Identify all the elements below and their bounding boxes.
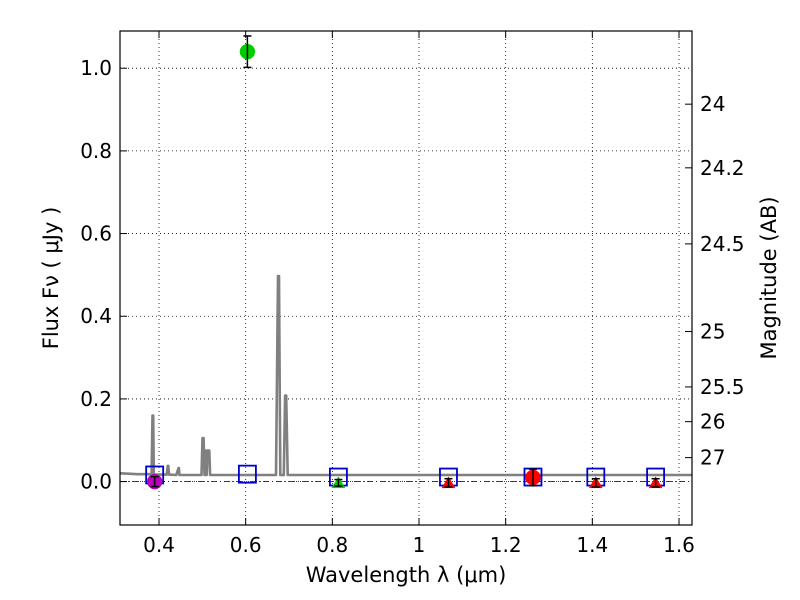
right-axis-title: Magnitude (AB) — [757, 196, 781, 359]
x-tick-label: 0.6 — [230, 533, 262, 557]
tick-layer: 0.4 0.6 0.8 1 1.2 1.4 1.6 0.0 0.2 0.4 0.6 0.8 1.0 24 2… — [80, 31, 745, 557]
x-tick-label: 0.8 — [316, 533, 348, 557]
x-axis-title: Wavelength λ (μm) — [306, 563, 507, 587]
magnitude-tick-label: 25.5 — [700, 375, 745, 399]
y-tick-label: 0.8 — [80, 139, 112, 163]
magnitude-tick-label: 26 — [700, 410, 725, 434]
plot-frame — [119, 30, 693, 526]
magnitude-tick-label: 24 — [700, 92, 725, 116]
y-tick-label: 1.0 — [80, 56, 112, 80]
marker-layer — [145, 35, 665, 490]
magnitude-tick-label: 27 — [700, 446, 725, 470]
spectrum-line — [119, 274, 692, 477]
y-tick-label: 0.4 — [80, 304, 112, 328]
x-tick-label: 0.4 — [143, 533, 175, 557]
y-tick-label: 0.6 — [80, 222, 112, 246]
magnitude-tick-label: 24.2 — [700, 156, 745, 180]
spectrum-layer — [119, 274, 692, 482]
model-flux-square — [237, 464, 257, 484]
x-tick-label: 1 — [413, 533, 426, 557]
x-tick-label: 1.4 — [576, 533, 608, 557]
magnitude-tick-label: 24.5 — [700, 232, 745, 256]
magnitude-tick-label: 25 — [700, 320, 725, 344]
y-tick-label: 0.2 — [80, 387, 112, 411]
y-tick-label: 0.0 — [80, 470, 112, 494]
x-tick-label: 1.2 — [490, 533, 522, 557]
y-axis-title: Flux Fν ( μJy ) — [39, 207, 63, 350]
x-tick-label: 1.6 — [663, 533, 695, 557]
